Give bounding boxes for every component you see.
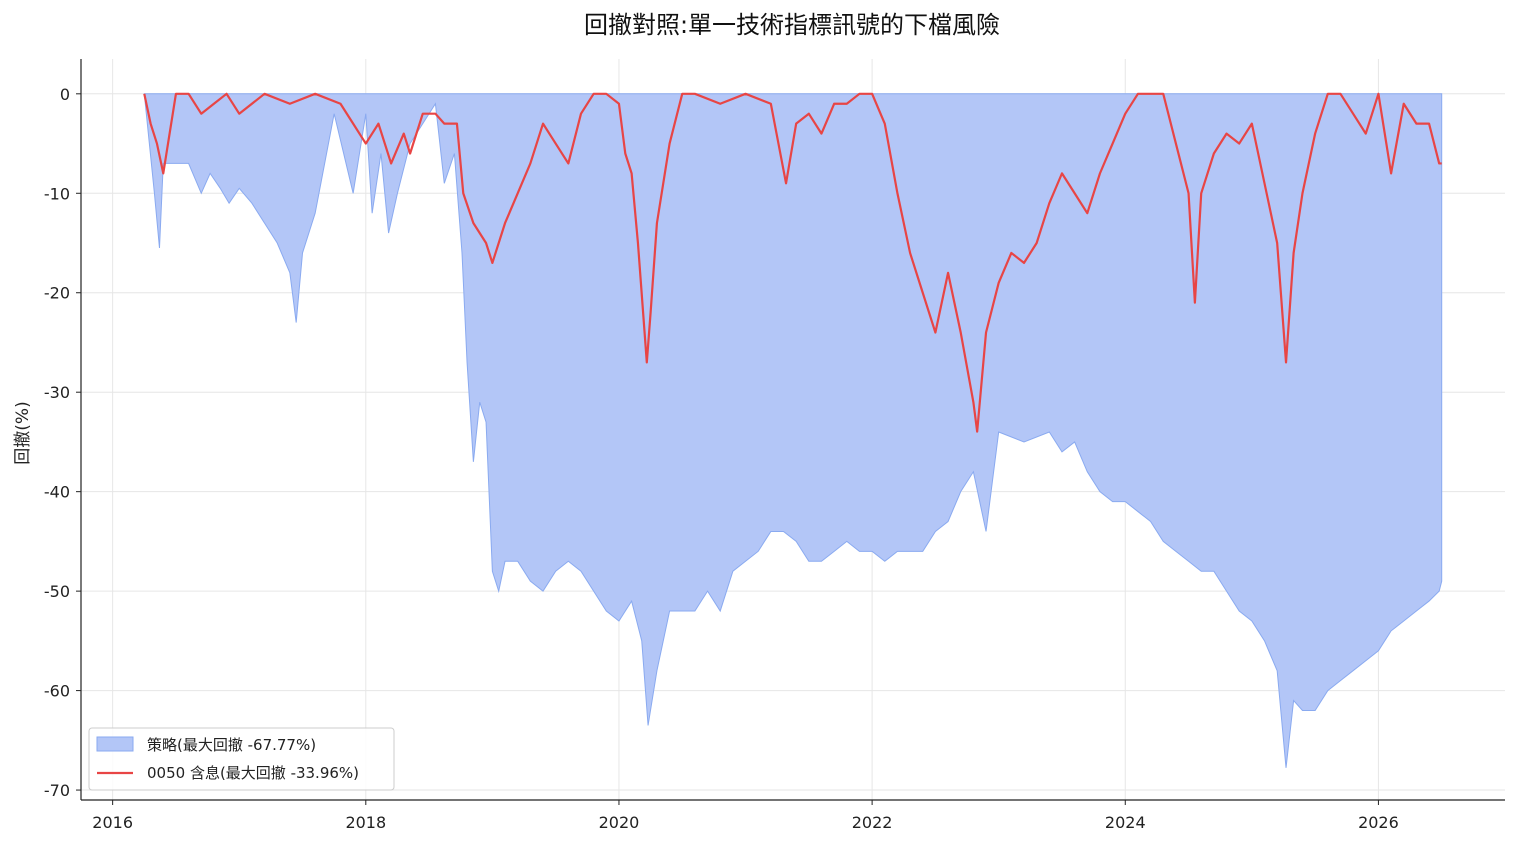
y-tick-label: -40 — [44, 483, 70, 502]
legend-swatch-strategy — [96, 736, 134, 752]
y-tick-label: 0 — [60, 85, 70, 104]
y-tick-label: -10 — [44, 184, 70, 203]
axes: 0 -10 -20 -30 -40 -50 -60 -70 2016 2018 2020 2022 20… — [44, 59, 1505, 832]
benchmark-drawdown-line — [143, 92, 1442, 433]
x-tick-label: 2020 — [599, 813, 640, 832]
x-tick-label: 2018 — [345, 813, 386, 832]
x-tick-label: 2022 — [852, 813, 893, 832]
y-axis-label: 回撤(%) — [13, 401, 33, 464]
legend: 策略(最大回撤 -67.77%) 0050 含息(最大回撤 -33.96%) — [88, 727, 395, 791]
x-tick-label: 2026 — [1358, 813, 1399, 832]
y-tick-label: -30 — [44, 383, 70, 402]
strategy-drawdown-area — [143, 93, 1443, 768]
y-tick-label: -20 — [44, 284, 70, 303]
y-tick-label: -60 — [44, 682, 70, 701]
x-tick-label: 2016 — [92, 813, 133, 832]
plot-area — [143, 92, 1443, 768]
legend-box — [88, 727, 395, 791]
legend-label-strategy: 策略(最大回撤 -67.77%) — [147, 736, 316, 754]
x-tick-label: 2024 — [1105, 813, 1146, 832]
y-tick-label: -70 — [44, 781, 70, 800]
legend-label-benchmark: 0050 含息(最大回撤 -33.96%) — [147, 764, 359, 782]
y-tick-label: -50 — [44, 582, 70, 601]
chart-title: 回撤對照:單一技術指標訊號的下檔風險 — [584, 11, 1000, 39]
